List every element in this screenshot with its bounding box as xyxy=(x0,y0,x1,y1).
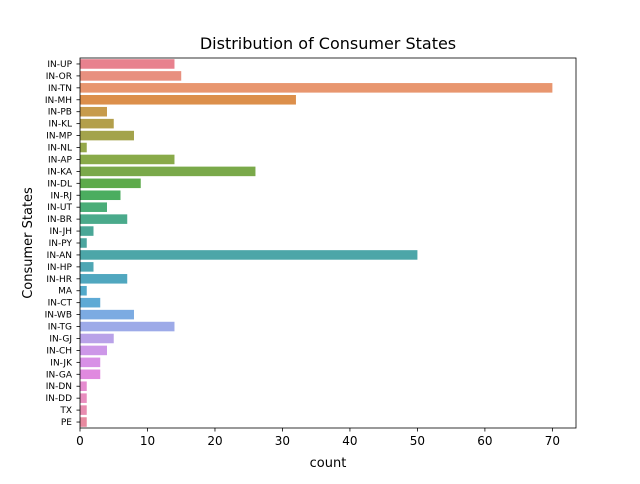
bar xyxy=(80,250,418,260)
y-axis-label: Consumer States xyxy=(21,187,36,299)
bar xyxy=(80,321,175,332)
y-tick-label: IN-UT xyxy=(47,203,72,213)
bar xyxy=(80,309,134,320)
bar xyxy=(80,142,87,153)
bar xyxy=(80,83,553,93)
bar xyxy=(80,285,87,296)
bar xyxy=(80,166,256,177)
y-tick-label: IN-BR xyxy=(47,215,72,225)
bar xyxy=(80,106,107,117)
bar xyxy=(80,381,87,391)
chart-title: Distribution of Consumer States xyxy=(200,34,456,53)
x-tick-label: 0 xyxy=(76,434,84,448)
y-tick-label: IN-GA xyxy=(46,370,73,380)
bar xyxy=(80,178,141,189)
bar xyxy=(80,130,134,141)
y-tick-label: IN-PY xyxy=(49,239,73,249)
bars-group xyxy=(80,59,553,427)
x-tick-label: 30 xyxy=(275,434,290,448)
bar xyxy=(80,202,107,212)
y-tick-label: IN-KL xyxy=(48,120,72,130)
y-tick-label: IN-TG xyxy=(48,323,72,333)
y-tick-label: IN-JK xyxy=(50,358,73,368)
bar xyxy=(80,154,175,165)
bar xyxy=(80,59,175,69)
bar xyxy=(80,357,101,368)
bar xyxy=(80,369,101,380)
y-tick-label: IN-MP xyxy=(46,132,72,142)
y-tick-label: IN-PB xyxy=(48,108,72,118)
x-tick-label: 20 xyxy=(207,434,222,448)
y-tick-label: PE xyxy=(61,418,72,428)
y-tick-label: IN-HR xyxy=(46,275,72,285)
bar xyxy=(80,333,114,344)
bar xyxy=(80,393,87,403)
y-tick-label: IN-DD xyxy=(46,394,73,404)
y-tick-label: IN-DN xyxy=(46,382,72,392)
y-tick-label: IN-JH xyxy=(49,227,72,237)
bar xyxy=(80,95,296,105)
bar xyxy=(80,345,107,356)
bar xyxy=(80,417,87,427)
bar xyxy=(80,274,128,284)
bar xyxy=(80,190,121,201)
y-axis-ticks: IN-UP IN-OR IN-TN IN-MH IN-PB IN-KL IN-MP IN-NL… xyxy=(45,60,80,428)
x-tick-label: 60 xyxy=(477,434,492,448)
y-tick-label: MA xyxy=(58,287,73,297)
bar xyxy=(80,238,87,248)
bar xyxy=(80,405,87,415)
x-tick-label: 10 xyxy=(140,434,155,448)
y-tick-label: IN-KA xyxy=(47,167,72,177)
y-tick-label: IN-MH xyxy=(45,96,72,106)
bar xyxy=(80,297,101,308)
bar xyxy=(80,262,94,272)
y-tick-label: IN-OR xyxy=(46,72,72,82)
y-tick-label: IN-HP xyxy=(47,263,72,273)
y-tick-label: IN-AN xyxy=(47,251,72,261)
bar xyxy=(80,214,128,224)
y-tick-label: IN-UP xyxy=(47,60,72,70)
x-tick-label: 40 xyxy=(342,434,357,448)
bar xyxy=(80,71,182,81)
y-tick-label: IN-WB xyxy=(45,311,72,321)
y-tick-label: TX xyxy=(59,406,72,416)
bar xyxy=(80,118,114,129)
bar xyxy=(80,226,94,236)
x-axis-label: count xyxy=(310,456,347,471)
plot-area-frame xyxy=(79,57,577,429)
y-tick-label: IN-DL xyxy=(47,179,72,189)
x-tick-label: 50 xyxy=(410,434,425,448)
y-tick-label: IN-AP xyxy=(48,155,73,165)
y-tick-label: IN-NL xyxy=(48,144,72,154)
x-axis-ticks: 0 10 20 30 40 50 60 70 xyxy=(76,428,560,448)
y-tick-label: IN-GJ xyxy=(49,334,72,344)
y-tick-label: IN-RJ xyxy=(50,191,72,201)
y-tick-label: IN-TN xyxy=(48,84,72,94)
x-tick-label: 70 xyxy=(545,434,560,448)
y-tick-label: IN-CH xyxy=(46,346,72,356)
y-tick-label: IN-CT xyxy=(48,299,73,309)
